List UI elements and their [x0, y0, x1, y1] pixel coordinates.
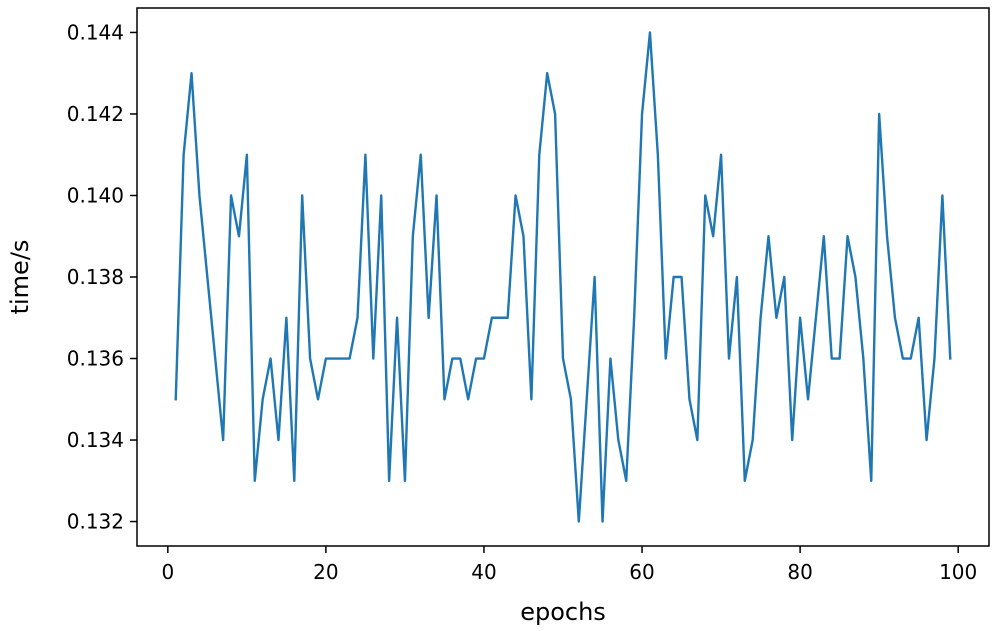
y-tick-label: 0.136: [67, 347, 124, 371]
x-axis-ticks: 0 20 40 60 80 100: [161, 546, 977, 584]
x-tick-label: 100: [939, 560, 977, 584]
series-line: [174, 31, 952, 523]
x-tick-label: 20: [313, 560, 338, 584]
y-axis-label: time/s: [6, 240, 34, 315]
y-tick-label: 0.138: [67, 265, 124, 289]
x-tick-label: 80: [787, 560, 812, 584]
x-axis-label: epochs: [520, 598, 606, 626]
y-tick-label: 0.142: [67, 102, 124, 126]
x-tick-label: 0: [161, 560, 174, 584]
y-tick-label: 0.144: [67, 20, 124, 44]
x-tick-label: 60: [629, 560, 654, 584]
plot-frame: [136, 7, 990, 547]
y-axis-ticks: 0.132 0.134 0.136 0.138 0.140 0.142 0.144: [67, 20, 137, 534]
y-tick-label: 0.140: [67, 183, 124, 207]
x-tick-label: 40: [471, 560, 496, 584]
y-tick-label: 0.132: [67, 510, 124, 534]
y-tick-label: 0.134: [67, 428, 124, 452]
plot-area: [137, 8, 989, 546]
